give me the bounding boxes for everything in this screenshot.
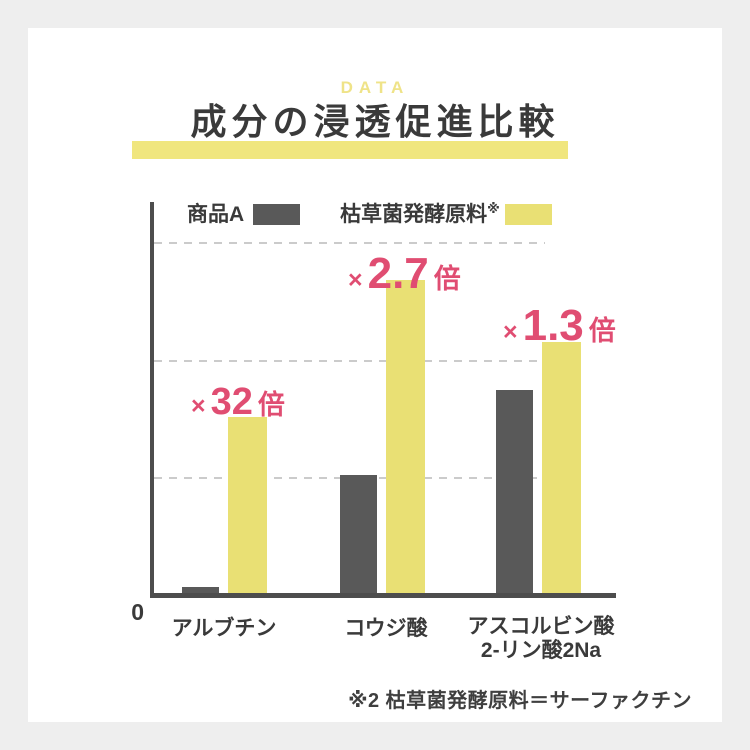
bar-ferment-ascorbic (542, 342, 581, 593)
chart-legend: 商品A 枯草菌発酵原料※ (187, 201, 552, 226)
x-axis (150, 593, 616, 598)
annotation-value: 32 (210, 381, 253, 423)
bar-product-a-arbutin (182, 587, 219, 593)
annotation-value: 1.3 (522, 301, 584, 350)
gridline-3 (154, 242, 545, 244)
legend-swatch-ferment (504, 204, 552, 225)
legend-ferment-asterisk: ※ (487, 201, 500, 216)
annotation-x2-7: × 2.7 倍 (348, 252, 461, 296)
bar-ferment-arbutin (228, 417, 267, 593)
annotation-times-suffix: 倍 (257, 390, 285, 420)
title-highlight-bar (132, 141, 568, 159)
page-title: 成分の浸透促進比較 (190, 101, 560, 142)
eyebrow-label: DATA (340, 78, 410, 97)
bar-product-a-ascorbic (496, 390, 533, 593)
annotation-times-suffix: 倍 (588, 316, 616, 346)
annotation-times-suffix: 倍 (433, 264, 461, 294)
gridline-2 (154, 360, 545, 362)
annotation-value: 2.7 (367, 249, 429, 298)
legend-swatch-product-a (253, 204, 301, 225)
annotation-multiply-sign: × (503, 318, 518, 346)
y-axis (150, 202, 154, 597)
origin-label: 0 (131, 599, 144, 625)
legend-label-ferment-text: 枯草菌発酵原料 (340, 203, 488, 226)
title-block: 成分の浸透促進比較 (28, 100, 722, 159)
footnote: ※2 枯草菌発酵原料＝サーファクチン (348, 690, 692, 712)
legend-label-ferment: 枯草菌発酵原料※ (340, 201, 500, 226)
annotation-x1-3: × 1.3 倍 (503, 304, 616, 348)
content-card: DATA 成分の浸透促進比較 商品A 枯草菌発酵原料※ 0 × 32 (28, 28, 722, 722)
category-label-ascorbic: アスコルビン酸 2-リン酸2Na (467, 615, 615, 663)
bar-ferment-kojic-acid (386, 280, 425, 593)
bar-product-a-kojic-acid (340, 475, 377, 593)
annotation-multiply-sign: × (348, 266, 363, 294)
category-label-kojic-acid: コウジ酸 (344, 617, 428, 640)
legend-label-product-a: 商品A (187, 203, 245, 226)
annotation-x32: × 32 倍 (191, 383, 285, 421)
annotation-multiply-sign: × (191, 392, 206, 420)
category-label-arbutin: アルブチン (171, 617, 277, 640)
